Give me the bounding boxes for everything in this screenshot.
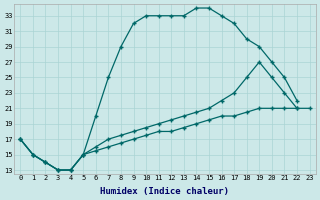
X-axis label: Humidex (Indice chaleur): Humidex (Indice chaleur) <box>100 187 229 196</box>
